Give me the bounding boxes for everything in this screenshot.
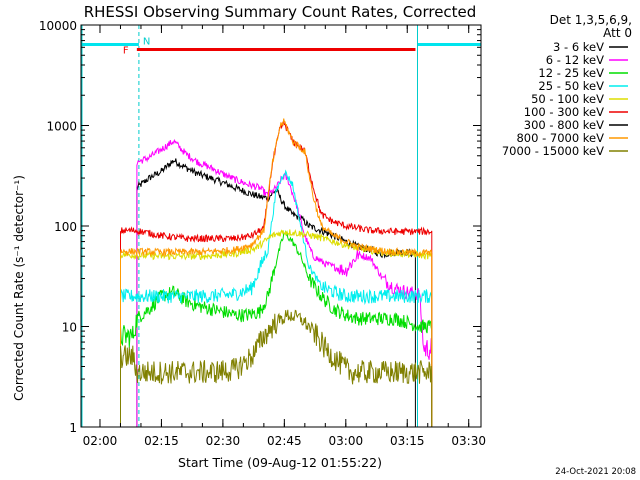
- chart-title: RHESSI Observing Summary Count Rates, Co…: [84, 3, 477, 21]
- x-tick-label-2: 02:15: [144, 434, 179, 448]
- y-tick-label-1: 1: [69, 421, 77, 435]
- flag-label-f: F: [123, 46, 129, 57]
- legend-header-line-1: Det 1,3,5,6,9,: [550, 13, 632, 27]
- legend-label-6: 100 - 300 keV: [524, 105, 604, 119]
- x-tick-label-1: 02:00: [83, 434, 118, 448]
- series-line-8: [120, 118, 433, 427]
- x-tick-label-3: 02:30: [206, 434, 241, 448]
- flag-bars: FN: [123, 37, 416, 57]
- series-line-4: [120, 169, 433, 427]
- flag-label-n: N: [143, 37, 150, 48]
- legend-label-7: 300 - 800 keV: [524, 118, 604, 132]
- axes: 1 10 100 1000 10000 02:00 02:15 02:30 02:45 03:00…: [39, 19, 486, 448]
- y-axis-label: Corrected Count Rate (s⁻¹ detector⁻¹): [12, 175, 26, 401]
- plot-area: [80, 24, 482, 428]
- legend-header-line-2: Att 0: [603, 26, 632, 40]
- x-tick-label-5: 03:00: [329, 434, 364, 448]
- x-tick-label-6: 03:15: [390, 434, 425, 448]
- timestamp: 24-Oct-2021 20:08: [555, 467, 636, 477]
- legend-label-1: 3 - 6 keV: [553, 40, 604, 54]
- legend-label-9: 7000 - 15000 keV: [502, 144, 604, 158]
- legend-label-5: 50 - 100 keV: [531, 92, 604, 106]
- y-tick-label-3: 100: [54, 220, 77, 234]
- series-line-3: [120, 230, 433, 427]
- x-tick-label-7: 03:30: [451, 434, 486, 448]
- series-lines: [120, 118, 433, 427]
- y-tick-label-5: 10000: [39, 19, 77, 33]
- x-axis-label: Start Time (09-Aug-12 01:55:22): [178, 455, 382, 470]
- legend-label-2: 6 - 12 keV: [546, 53, 604, 67]
- legend-label-3: 12 - 25 keV: [538, 66, 604, 80]
- legend-label-8: 800 - 7000 keV: [516, 131, 604, 145]
- x-tick-label-4: 02:45: [267, 434, 302, 448]
- y-tick-label-2: 10: [62, 321, 77, 335]
- y-tick-label-4: 1000: [46, 120, 77, 134]
- legend-label-4: 25 - 50 keV: [538, 79, 604, 93]
- series-line-9: [120, 309, 433, 427]
